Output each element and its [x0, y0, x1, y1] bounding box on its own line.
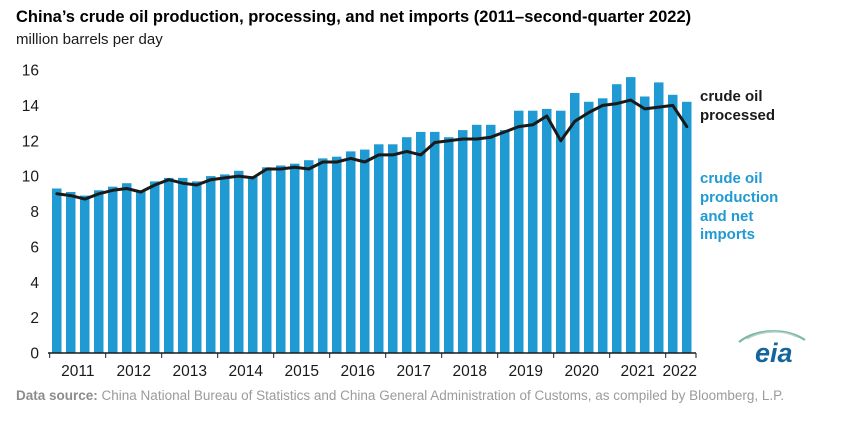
bar-2013-Q1: [164, 177, 174, 353]
bar-2022-Q1: [668, 94, 678, 354]
chart-plot-area: 0 2 4 6 8 10 12 14 16 2011 2012 2013 2014 2015 2016 201…: [22, 63, 697, 381]
bar-2013-Q4: [206, 176, 216, 353]
bar-2015-Q1: [276, 165, 286, 353]
bar-2011-Q4: [94, 190, 104, 353]
y-tick-label: 4: [30, 275, 39, 292]
bar-2014-Q3: [248, 176, 258, 353]
chart-title: China’s crude oil production, processing…: [16, 8, 692, 26]
x-tick-label-2011: 2011: [61, 363, 94, 380]
bar-2012-Q2: [122, 183, 132, 353]
y-tick-label: 6: [30, 239, 39, 256]
bar-2017-Q4: [430, 131, 440, 353]
bar-2019-Q4: [542, 108, 552, 354]
data-source-label: Data source:: [16, 388, 98, 403]
bar-2015-Q2: [290, 163, 300, 353]
bar-2013-Q2: [178, 177, 188, 353]
y-tick-label: 0: [30, 346, 39, 363]
x-tick-label-2022: 2022: [663, 363, 697, 380]
bar-2012-Q4: [150, 181, 160, 353]
bar-2016-Q2: [346, 151, 356, 353]
bar-2014-Q2: [234, 170, 244, 353]
bar-2013-Q3: [192, 181, 202, 353]
bar-2019-Q3: [528, 110, 538, 353]
bar-2011-Q1: [52, 188, 62, 353]
bar-2015-Q3: [304, 160, 314, 353]
data-source-note: Data source: China National Bureau of St…: [16, 387, 834, 405]
x-tick-label-2017: 2017: [397, 363, 431, 380]
bar-2018-Q4: [486, 124, 496, 353]
x-tick-label-2020: 2020: [565, 363, 600, 380]
bar-2017-Q3: [416, 131, 426, 353]
bar-2021-Q3: [640, 96, 650, 353]
y-tick-label: 16: [22, 63, 39, 80]
bar-2014-Q1: [220, 174, 230, 353]
x-tick-label-2015: 2015: [285, 363, 319, 380]
bar-2019-Q2: [514, 110, 524, 353]
bar-2018-Q2: [458, 130, 468, 353]
line-series-label: crude oil processed: [700, 88, 776, 124]
bar-2016-Q1: [332, 156, 342, 353]
eia-logo-text: eia: [755, 338, 793, 368]
bar-2021-Q1: [612, 84, 622, 353]
bar-2012-Q3: [136, 190, 146, 353]
bar-2015-Q4: [318, 158, 328, 353]
y-tick-label: 12: [22, 133, 39, 150]
x-tick-label-2018: 2018: [453, 363, 487, 380]
x-tick-label-2013: 2013: [173, 363, 207, 380]
x-tick-label-2016: 2016: [341, 363, 375, 380]
bar-2020-Q1: [556, 110, 566, 353]
chart-unit-label: million barrels per day: [16, 31, 163, 48]
bar-2016-Q4: [374, 144, 384, 353]
x-tick-label-2019: 2019: [509, 363, 543, 380]
bar-2011-Q3: [80, 195, 90, 353]
bar-2011-Q2: [66, 192, 76, 353]
eia-logo: eia: [738, 330, 806, 368]
bar-2018-Q3: [472, 124, 482, 353]
x-tick-label-2014: 2014: [229, 363, 264, 380]
bar-2022-Q2: [682, 101, 692, 353]
bar-2021-Q2: [626, 77, 636, 353]
y-tick-label: 10: [22, 169, 40, 186]
bar-2020-Q4: [598, 98, 608, 353]
y-tick-label: 14: [22, 98, 40, 115]
bar-2020-Q3: [584, 101, 594, 353]
bar-series-label: crude oil production and net imports: [700, 170, 779, 244]
x-tick-label-2021: 2021: [621, 363, 655, 380]
processed-line: [55, 98, 689, 201]
bar-2012-Q1: [108, 186, 118, 353]
y-tick-label: 2: [30, 310, 39, 327]
bar-2018-Q1: [444, 137, 454, 353]
bar-2014-Q4: [262, 167, 272, 353]
bar-2019-Q1: [500, 130, 510, 353]
bar-2020-Q2: [570, 93, 580, 353]
x-tick-label-2012: 2012: [117, 363, 151, 380]
y-tick-label: 8: [30, 204, 39, 221]
data-source-text: China National Bureau of Statistics and …: [97, 388, 785, 403]
eia-logo-swoosh-inner: [746, 331, 798, 340]
bar-2016-Q3: [360, 149, 370, 353]
bar-2017-Q1: [388, 144, 398, 353]
bar-2017-Q2: [402, 137, 412, 353]
bar-2021-Q4: [654, 82, 664, 354]
